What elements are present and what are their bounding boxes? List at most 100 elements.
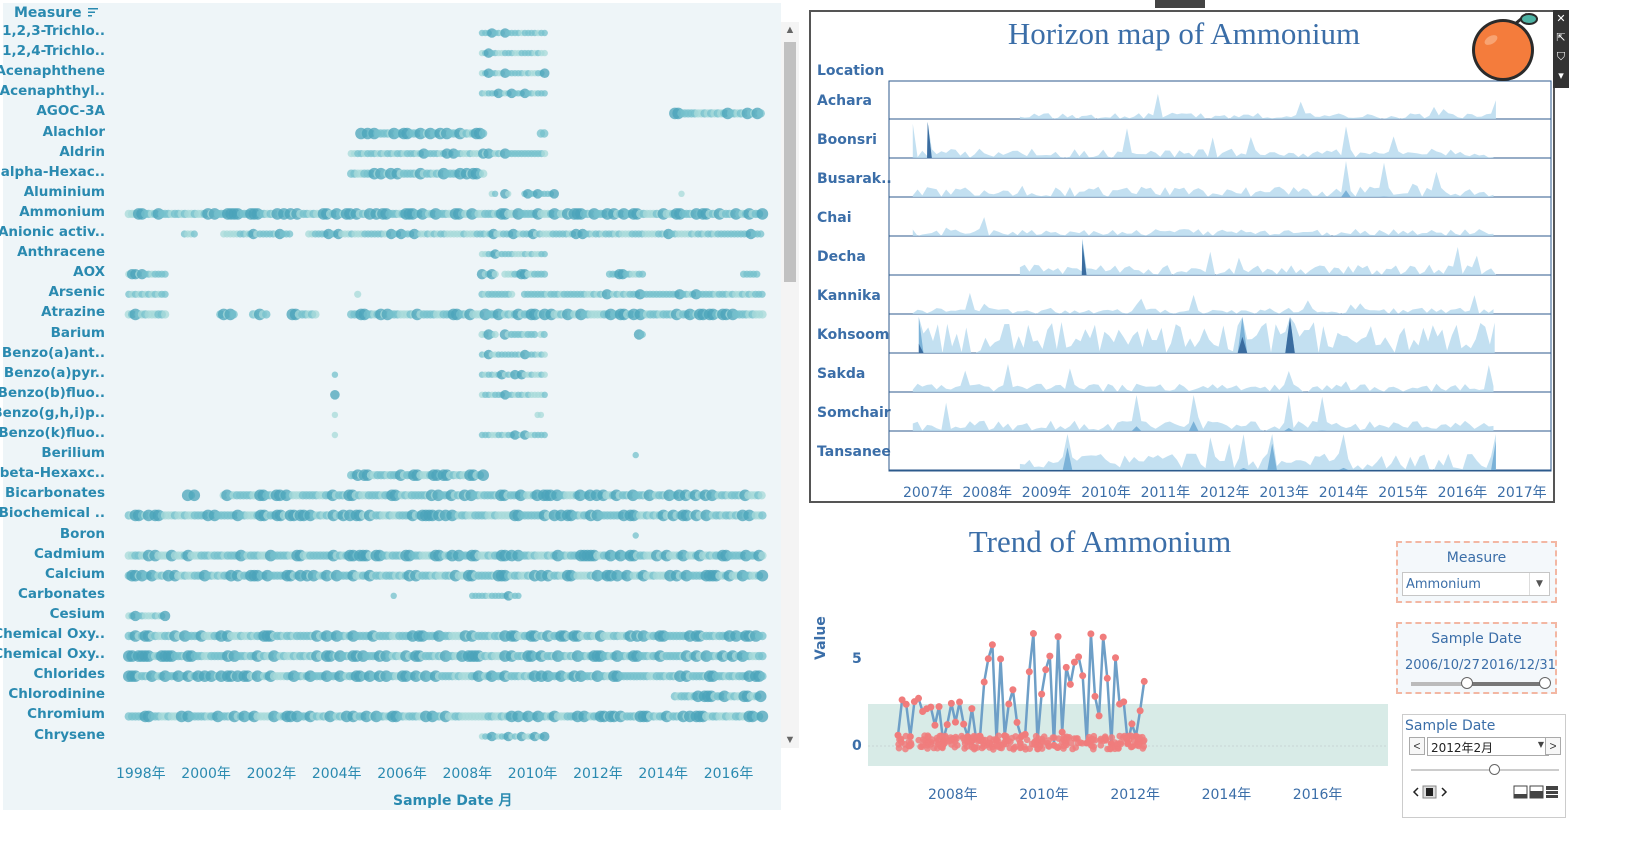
trend-marker [980, 678, 988, 686]
date-range-title: Sample Date [1431, 631, 1522, 647]
measure-label[interactable]: Berilium [41, 445, 105, 462]
close-icon[interactable]: ✕ [1556, 13, 1566, 25]
measure-label[interactable]: Benzo(b)fluo.. [0, 384, 105, 401]
measure-label[interactable]: Chrysene [34, 726, 105, 743]
playback-controls[interactable] [1411, 785, 1451, 799]
location-label[interactable]: Busarak.. [817, 171, 892, 187]
measure-label[interactable]: Benzo(k)fluo.. [0, 425, 105, 441]
measure-label[interactable]: Biochemical .. [0, 505, 105, 522]
measure-label[interactable]: Chemical Oxy.. [0, 626, 105, 642]
measure-label[interactable]: Arsenic [48, 284, 105, 301]
date-range-end[interactable]: 2016/12/31 [1481, 658, 1556, 673]
measure-label[interactable]: Aldrin [59, 143, 105, 160]
measure-label[interactable]: Benzo(a)ant.. [1, 344, 105, 361]
vertical-scrollbar[interactable]: ▲ ▼ [781, 22, 799, 748]
scroll-down-icon[interactable]: ▼ [784, 734, 796, 746]
measure-label[interactable]: Boron [59, 525, 105, 542]
trend-marker [1091, 692, 1099, 700]
measure-label[interactable]: 1,2,3-Trichlo.. [2, 23, 105, 39]
location-label[interactable]: Boonsri [817, 132, 877, 148]
location-label[interactable]: Tansanee [817, 444, 891, 460]
measure-label[interactable]: Cadmium [33, 545, 105, 562]
data-dot [491, 190, 499, 197]
measure-label[interactable]: Alachlor [42, 123, 105, 140]
measure-dot-row [124, 630, 767, 642]
popout-icon[interactable]: ⇱ [1556, 32, 1566, 44]
location-label[interactable]: Kannika [817, 288, 881, 304]
measure-dot-row [478, 329, 646, 340]
measure-label[interactable]: Atrazine [41, 304, 105, 321]
data-dot [758, 631, 767, 641]
measure-label[interactable]: alpha-Hexac.. [0, 163, 105, 180]
data-dot [758, 290, 766, 298]
measure-label[interactable]: beta-Hexaxc.. [0, 465, 105, 482]
measure-dot-row [125, 289, 766, 300]
measure-label[interactable]: Acenaphthene [0, 63, 105, 80]
measure-filter-card: Measure Ammonium ▼ [1396, 541, 1557, 603]
date-range-start[interactable]: 2006/10/27 [1405, 658, 1480, 673]
measure-label[interactable]: Ammonium [19, 203, 105, 220]
month-select[interactable]: 2012年2月 ▼ [1427, 737, 1549, 756]
measure-label[interactable]: Barium [50, 324, 105, 341]
trend-marker [1074, 739, 1082, 747]
month-slider-handle[interactable] [1489, 764, 1500, 775]
date-range-slider[interactable] [1411, 677, 1551, 689]
measure-label[interactable]: Chemical Oxy.. [0, 646, 105, 663]
date-range-end-handle[interactable] [1539, 677, 1551, 689]
trend-marker [1005, 737, 1012, 745]
date-range-start-handle[interactable] [1461, 677, 1473, 689]
next-month-button[interactable]: > [1545, 737, 1561, 755]
data-dot [390, 592, 397, 599]
measure-label[interactable]: Cesium [49, 605, 105, 622]
measure-label[interactable]: AGOC-3A [36, 103, 105, 120]
speed-controls[interactable] [1513, 785, 1559, 799]
location-label[interactable]: Decha [817, 249, 866, 265]
measure-label[interactable]: Bicarbonates [5, 485, 105, 502]
horizon-x-tick: 2011年 [1140, 485, 1191, 501]
location-label[interactable]: Chai [817, 210, 852, 226]
measure-column-header[interactable]: Measure [14, 5, 99, 21]
measure-label[interactable]: Anthracene [17, 244, 105, 261]
measure-label[interactable]: AOX [73, 264, 105, 281]
left-x-tick: 2000年 [181, 766, 231, 782]
measure-label[interactable]: Acenaphthyl.. [0, 83, 105, 100]
measure-dot-row [355, 127, 549, 140]
month-slider[interactable] [1411, 764, 1559, 775]
measure-label[interactable]: Calcium [45, 565, 105, 582]
trend-marker [1100, 737, 1108, 744]
measure-dot-row [124, 569, 769, 582]
location-label[interactable]: Achara [817, 93, 872, 109]
measure-label[interactable]: Chlorodinine [8, 686, 105, 703]
drag-handle[interactable] [1155, 0, 1205, 8]
sort-icon[interactable] [88, 7, 99, 17]
measure-label[interactable]: 1,2,4-Trichlo.. [2, 43, 105, 60]
location-label[interactable]: Somchair [817, 405, 891, 421]
prev-month-button[interactable]: < [1409, 737, 1425, 755]
measure-dropdown[interactable]: Ammonium ▼ [1402, 572, 1550, 596]
measure-label[interactable]: Aluminium [23, 183, 105, 200]
filter-icon[interactable]: ⛉ [1556, 51, 1566, 63]
chevron-down-icon[interactable]: ▼ [1537, 740, 1544, 749]
horizon-map-panel: Horizon map of Ammonium Location Achara B… [809, 10, 1555, 503]
data-dot [540, 330, 548, 339]
measure-label[interactable]: Carbonates [18, 585, 105, 602]
location-label[interactable]: Sakda [817, 366, 866, 382]
location-label[interactable]: Kohsoom [817, 327, 890, 343]
data-dot [531, 330, 539, 339]
measure-label[interactable]: Chromium [27, 706, 105, 723]
trend-x-tick: 2008年 [928, 787, 978, 803]
chevron-down-icon[interactable]: ▼ [1529, 573, 1549, 595]
scroll-up-icon[interactable]: ▲ [784, 24, 796, 36]
measure-label[interactable]: Anionic activ.. [0, 224, 105, 240]
measure-label[interactable]: Benzo(a)pyr.. [3, 364, 105, 381]
data-dot [756, 710, 769, 723]
left-x-tick: 2008年 [442, 766, 493, 782]
trend-marker [960, 720, 968, 728]
scroll-thumb[interactable] [784, 42, 796, 282]
trend-marker [1053, 744, 1061, 751]
month-select-value: 2012年2月 [1431, 741, 1494, 755]
measure-label[interactable]: Benzo(g,h,i)p.. [0, 404, 105, 421]
menu-caret-icon[interactable]: ▾ [1558, 70, 1564, 82]
measure-label[interactable]: Chlorides [33, 666, 105, 683]
trend-marker [1038, 690, 1046, 698]
